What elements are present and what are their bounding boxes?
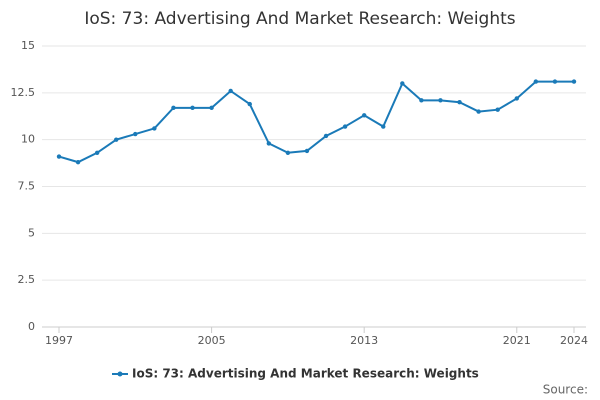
data-point [247, 101, 252, 107]
y-tick-label: 2.5 [18, 273, 36, 286]
y-tick-label: 12.5 [11, 86, 36, 99]
data-point [571, 79, 577, 84]
data-point [304, 148, 310, 154]
data-point [400, 81, 405, 86]
data-point [514, 96, 519, 101]
data-point [152, 126, 157, 131]
data-point [171, 105, 176, 111]
data-point [133, 131, 138, 137]
data-point [419, 98, 424, 103]
x-tick-label: 1997 [45, 334, 73, 347]
data-line [58, 80, 574, 164]
data-point [438, 98, 443, 103]
x-tick-label: 2024 [560, 334, 588, 347]
x-tick-label: 2021 [503, 334, 531, 347]
data-point [457, 100, 462, 105]
data-point [190, 105, 195, 111]
data-point [266, 141, 272, 146]
legend-marker [117, 371, 123, 377]
y-tick-label: 10 [21, 133, 35, 146]
x-tick-label: 2013 [350, 334, 378, 347]
y-tick-label: 15 [21, 39, 35, 52]
legend-item: IoS: 73: Advertising And Market Research… [112, 367, 479, 381]
data-point [285, 150, 291, 155]
y-tick-label: 5 [28, 226, 35, 239]
y-tick-label: 7.5 [18, 180, 36, 193]
legend-label: IoS: 73: Advertising And Market Research… [132, 367, 479, 381]
source-label: Source: [543, 383, 588, 397]
data-point [75, 159, 81, 165]
data-point [323, 133, 329, 139]
chart-title: IoS: 73: Advertising And Market Research… [84, 9, 515, 29]
x-tick-label: 2005 [198, 334, 226, 347]
data-point [209, 105, 214, 111]
data-point [228, 88, 233, 94]
data-point [94, 150, 100, 155]
data-point [114, 137, 119, 142]
data-point [533, 79, 539, 84]
y-tick-label: 0 [28, 320, 35, 333]
data-point [552, 79, 558, 84]
data-point [476, 109, 481, 114]
data-point [56, 154, 62, 159]
data-point [342, 124, 348, 129]
data-point [361, 113, 367, 118]
data-point [381, 124, 386, 129]
data-point [495, 107, 500, 112]
